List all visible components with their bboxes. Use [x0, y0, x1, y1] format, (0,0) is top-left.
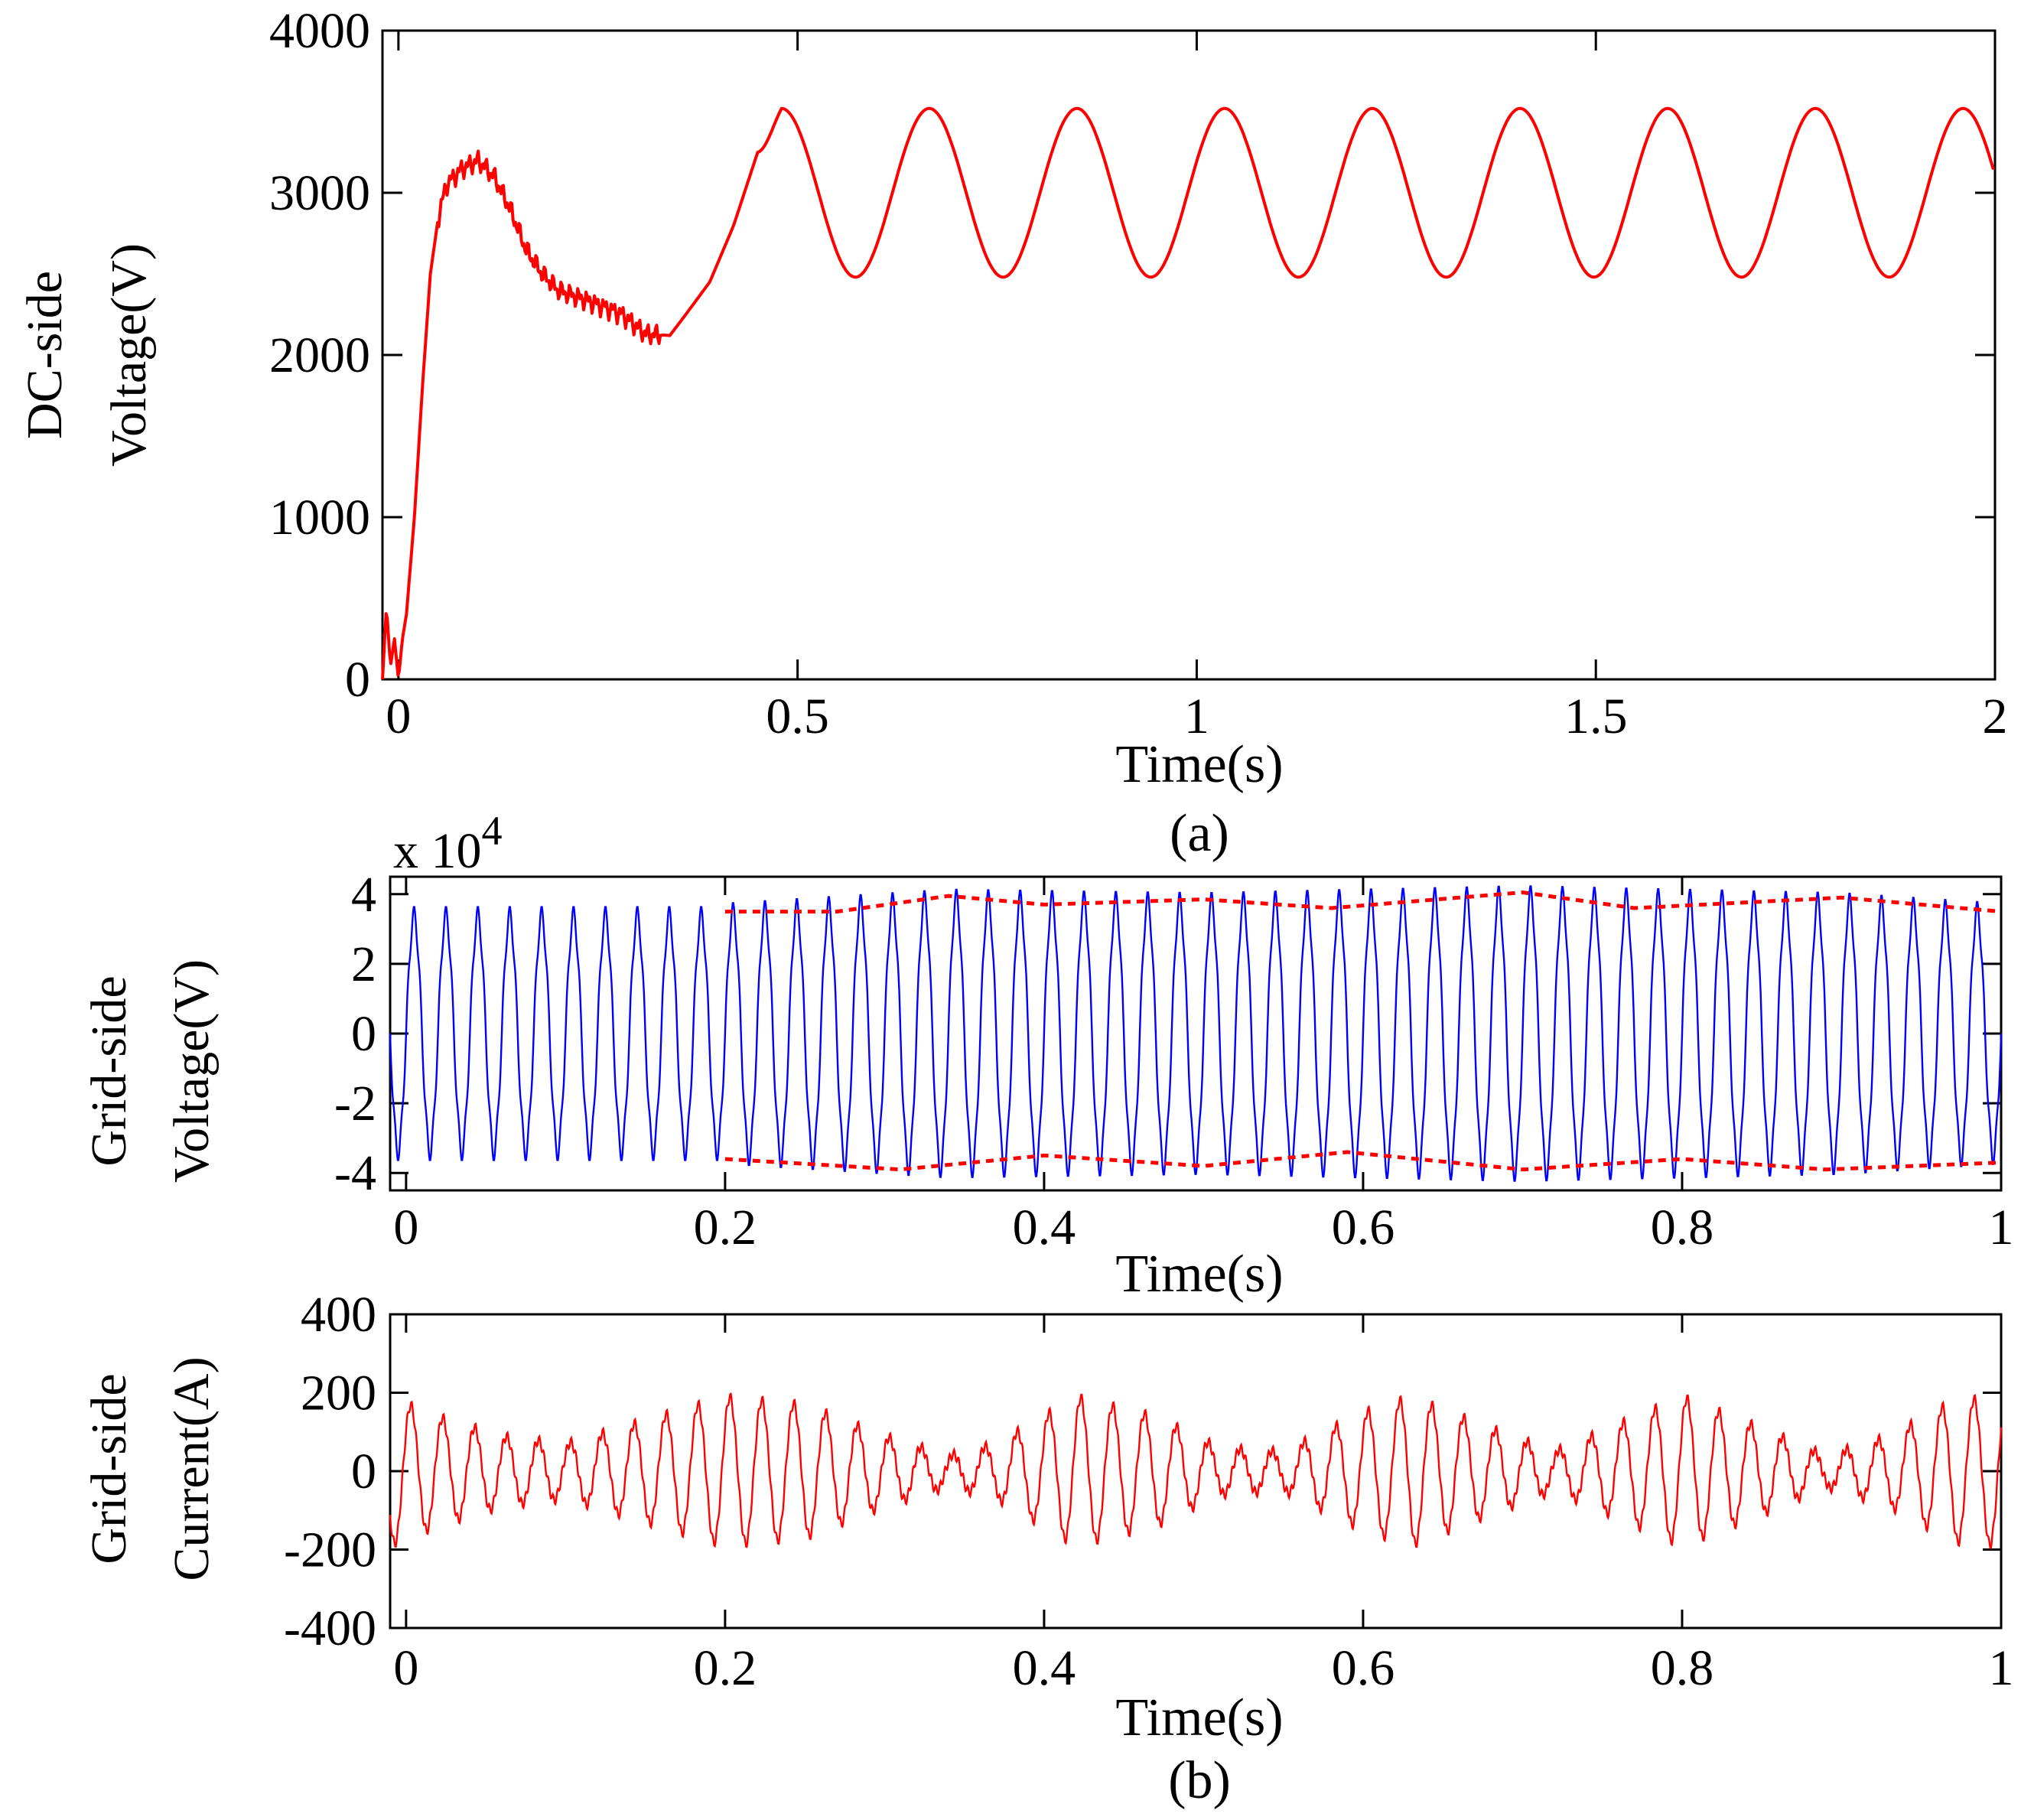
tick-marks — [390, 1313, 2003, 1630]
y-tick-label: 2000 — [269, 327, 370, 383]
x-tick-label: 0 — [386, 689, 411, 744]
dc-voltage-chart: 0 0.5 1 1.5 2 0 1000 2000 3000 4000 Time(s) DC-s… — [17, 3, 2008, 863]
plot-frame — [389, 1313, 2003, 1630]
x-tick-labels: 0 0.5 1 1.5 2 — [386, 689, 2007, 744]
plot-frame — [381, 29, 1997, 681]
y-tick-label: 2 — [351, 936, 376, 992]
x-tick-label: 1.5 — [1564, 689, 1628, 744]
grid-current-line — [389, 1392, 2003, 1550]
y-axis-label-line1: DC-side — [17, 271, 73, 439]
y-tick-label: -400 — [284, 1600, 376, 1656]
y-tick-label: -2 — [334, 1076, 376, 1131]
caption-b: (b) — [1168, 1751, 1231, 1810]
x-tick-label: 0.6 — [1332, 1640, 1395, 1696]
x-tick-label: 0 — [393, 1640, 418, 1696]
exponent-base: x 10 — [393, 823, 482, 879]
plot-frame — [389, 875, 2003, 1192]
y-tick-label: 4000 — [269, 3, 370, 59]
y-axis-label-line2: Voltage(V) — [164, 959, 220, 1183]
y-tick-label: -4 — [334, 1145, 376, 1201]
x-tick-labels: 0 0.2 0.4 0.6 0.8 1 — [393, 1640, 2013, 1696]
y-tick-label: 3000 — [269, 165, 370, 221]
x-tick-label: 1 — [1184, 689, 1209, 744]
y-axis-label-line1: Grid-side — [81, 975, 137, 1166]
y-tick-label: 1000 — [269, 490, 370, 545]
x-axis-label: Time(s) — [1115, 1688, 1283, 1747]
x-axis-label: Time(s) — [1115, 735, 1283, 794]
exponent-power: 4 — [482, 808, 503, 854]
series-layer — [389, 885, 2003, 1182]
y-tick-label: 200 — [301, 1366, 376, 1421]
exponent-label: x 104 — [393, 808, 503, 879]
lower-envelope-line — [724, 1150, 2002, 1172]
x-tick-label: 0 — [393, 1200, 418, 1255]
dc-voltage-line — [381, 106, 1995, 680]
y-tick-label: 0 — [345, 652, 370, 708]
y-axis-label-line2: Voltage(V) — [101, 243, 157, 467]
x-tick-label: 0.5 — [766, 689, 829, 744]
y-axis-label-line1: Grid-side — [81, 1373, 137, 1564]
x-tick-label: 0.8 — [1651, 1200, 1714, 1255]
y-tick-labels: -4 -2 0 2 4 — [334, 867, 376, 1201]
tick-marks — [390, 877, 2003, 1190]
y-tick-labels: 0 1000 2000 3000 4000 — [269, 3, 370, 708]
series-layer — [389, 1392, 2003, 1550]
y-tick-label: 400 — [301, 1287, 376, 1343]
x-tick-label: 1 — [1989, 1200, 2014, 1255]
grid-voltage-line — [389, 885, 2003, 1182]
x-tick-labels: 0 0.2 0.4 0.6 0.8 1 — [393, 1200, 2013, 1255]
caption-a: (a) — [1170, 804, 1229, 863]
y-tick-label: 0 — [351, 1006, 376, 1062]
y-axis-label-line2: Current(A) — [164, 1356, 220, 1581]
x-tick-label: 0.6 — [1332, 1200, 1395, 1255]
x-tick-label: 2 — [1983, 689, 2008, 744]
x-tick-label: 1 — [1989, 1640, 2014, 1696]
series-layer — [381, 106, 1995, 680]
x-tick-label: 0.2 — [694, 1640, 757, 1696]
y-tick-label: -200 — [284, 1522, 376, 1578]
y-tick-labels: -400 -200 0 200 400 — [284, 1287, 376, 1656]
tick-marks — [382, 29, 1997, 681]
x-tick-label: 0.4 — [1013, 1640, 1076, 1696]
x-tick-label: 0.4 — [1013, 1200, 1076, 1255]
y-tick-label: 0 — [351, 1444, 376, 1499]
grid-current-chart: 0 0.2 0.4 0.6 0.8 1 -400 -200 0 200 400 Time(s) G… — [81, 1287, 2014, 1810]
upper-envelope-line — [724, 890, 2002, 914]
x-axis-label: Time(s) — [1115, 1245, 1283, 1304]
x-tick-label: 0.8 — [1651, 1640, 1714, 1696]
x-tick-label: 0.2 — [694, 1200, 757, 1255]
y-tick-label: 4 — [351, 867, 376, 923]
